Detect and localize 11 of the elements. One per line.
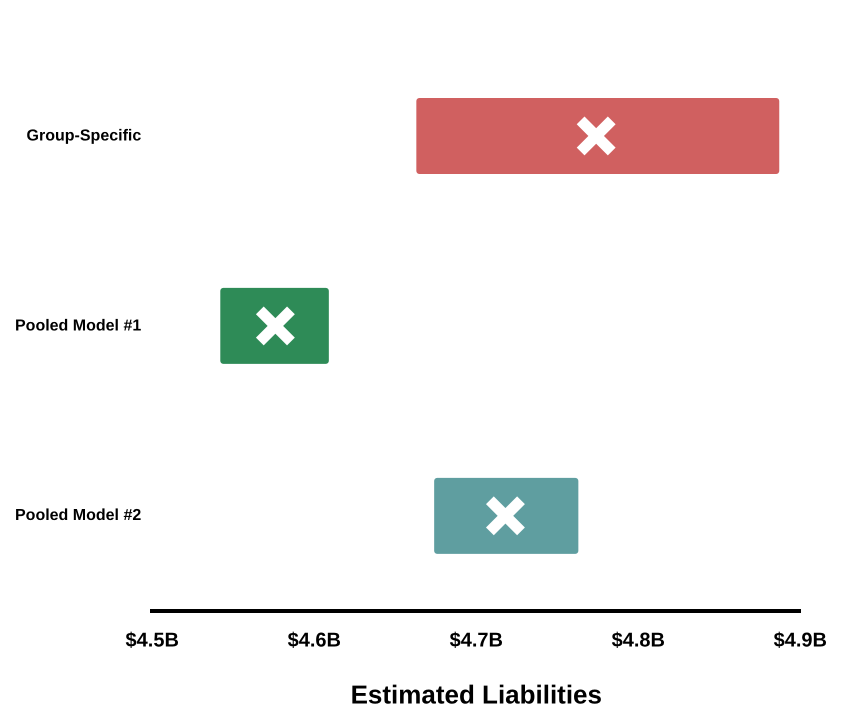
- y-tick-label: Pooled Model #1: [14, 317, 142, 334]
- y-tick-label: Group-Specific: [26, 127, 142, 144]
- x-tick-label: $4.6B: [288, 629, 341, 652]
- bar: [416, 98, 780, 174]
- bar: [434, 478, 578, 554]
- x-tick-label: $4.5B: [126, 629, 179, 652]
- x-tick-label: $4.9B: [774, 629, 828, 652]
- x-axis-title: Estimated Liabilities: [350, 680, 602, 710]
- x-tick-label: $4.7B: [450, 629, 503, 652]
- x-tick-label: $4.8B: [612, 629, 665, 652]
- y-tick-label: Pooled Model #2: [14, 507, 142, 524]
